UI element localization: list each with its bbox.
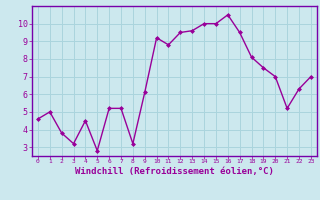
X-axis label: Windchill (Refroidissement éolien,°C): Windchill (Refroidissement éolien,°C) — [75, 167, 274, 176]
